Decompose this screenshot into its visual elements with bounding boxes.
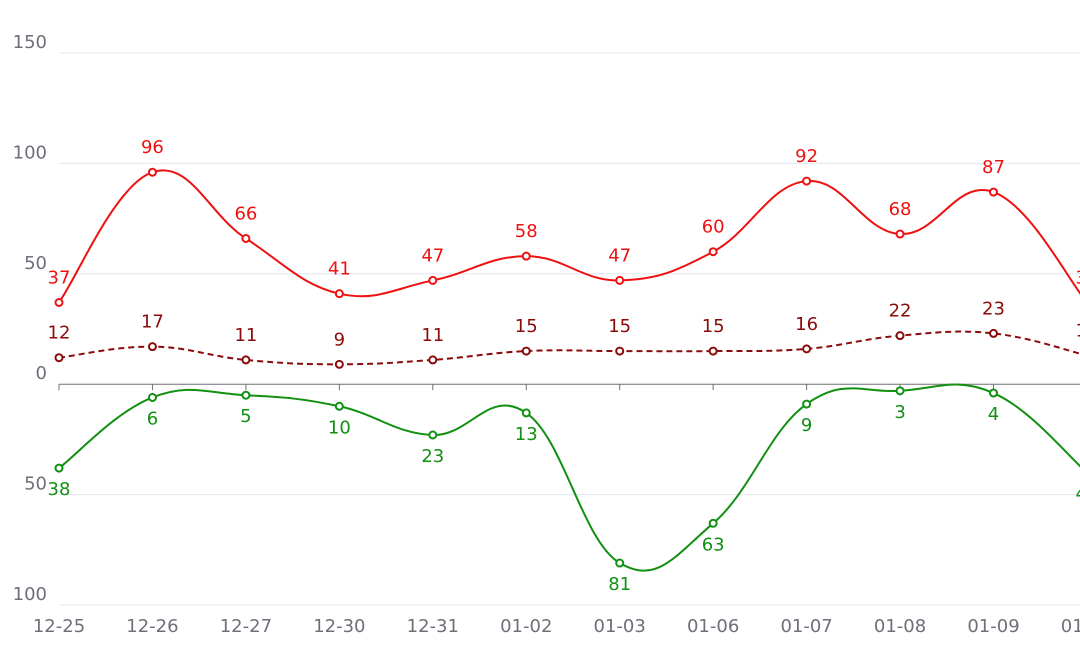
data-label: 60 <box>702 217 725 238</box>
data-point <box>54 353 64 363</box>
data-point <box>334 289 344 299</box>
data-point <box>521 346 531 356</box>
series-line <box>58 169 1080 304</box>
data-point <box>802 399 812 409</box>
data-point <box>147 342 157 352</box>
data-label: 47 <box>608 245 631 266</box>
data-point <box>708 346 718 356</box>
data-label: 58 <box>515 221 538 242</box>
data-point <box>895 386 905 396</box>
data-point <box>708 247 718 257</box>
data-point <box>521 408 531 418</box>
x-tick-label: 12-31 <box>407 616 459 637</box>
series-line <box>58 330 1080 366</box>
data-label: 47 <box>421 245 444 266</box>
data-point <box>428 355 438 365</box>
data-point <box>895 229 905 239</box>
x-tick-label: 01-07 <box>780 616 832 637</box>
data-label: 37 <box>48 268 71 289</box>
data-point <box>334 401 344 411</box>
data-label: 81 <box>608 574 631 595</box>
y-tick-label: 0 <box>36 363 47 384</box>
data-label: 5 <box>240 406 251 427</box>
data-label: 40 <box>1075 484 1080 505</box>
x-tick-label: 01-06 <box>687 616 739 637</box>
x-tick-label: 12-27 <box>220 616 272 637</box>
data-point <box>241 233 251 243</box>
x-tick-label: 01-02 <box>500 616 552 637</box>
data-label: 38 <box>48 479 71 500</box>
data-label: 16 <box>795 314 818 335</box>
data-point <box>802 344 812 354</box>
data-point <box>147 167 157 177</box>
data-point <box>895 331 905 341</box>
data-label: 13 <box>1075 320 1080 341</box>
data-label: 12 <box>48 323 71 344</box>
data-point <box>521 251 531 261</box>
data-label: 9 <box>334 329 345 350</box>
data-point <box>147 392 157 402</box>
data-point <box>334 359 344 369</box>
y-tick-label: 50 <box>24 474 47 495</box>
data-label: 15 <box>608 316 631 337</box>
data-point <box>615 275 625 285</box>
x-tick-label: 12-25 <box>33 616 85 637</box>
data-point <box>989 388 998 398</box>
data-label: 13 <box>515 424 538 445</box>
data-label: 10 <box>328 417 351 438</box>
series-line <box>58 383 1080 572</box>
x-tick-label: 01-08 <box>874 616 926 637</box>
data-label: 23 <box>982 298 1005 319</box>
data-label: 68 <box>889 199 912 220</box>
data-point <box>989 328 998 338</box>
x-tick-label: 12-26 <box>126 616 178 637</box>
data-label: 15 <box>702 316 725 337</box>
x-tick-label: 01-03 <box>594 616 646 637</box>
y-tick-label: 150 <box>13 32 47 53</box>
data-point <box>428 275 438 285</box>
data-point <box>54 463 64 473</box>
data-label: 23 <box>421 446 444 467</box>
data-point <box>802 176 812 186</box>
data-point <box>989 187 998 197</box>
data-label: 96 <box>141 137 164 158</box>
data-label: 92 <box>795 146 818 167</box>
data-label: 15 <box>515 316 538 337</box>
y-tick-label: 100 <box>13 142 47 163</box>
data-label: 22 <box>889 301 912 322</box>
data-label: 11 <box>421 325 444 346</box>
data-label: 9 <box>801 415 812 436</box>
data-point <box>615 346 625 356</box>
data-label: 41 <box>328 259 351 280</box>
data-label: 4 <box>988 404 999 425</box>
data-point <box>708 518 718 528</box>
data-point <box>54 298 64 308</box>
data-point <box>241 390 251 400</box>
data-point <box>428 430 438 440</box>
x-tick-label: 01-09 <box>967 616 1019 637</box>
x-tick-label: 12-30 <box>313 616 365 637</box>
data-label: 3 <box>894 402 905 423</box>
data-label: 66 <box>234 203 257 224</box>
y-tick-label: 100 <box>13 584 47 605</box>
x-tick-label: 01-10 <box>1061 616 1080 637</box>
data-label: 87 <box>982 157 1005 178</box>
data-label: 37 <box>1075 268 1080 289</box>
data-label: 63 <box>702 534 725 555</box>
data-label: 11 <box>234 325 257 346</box>
data-point <box>241 355 251 365</box>
y-tick-label: 50 <box>24 253 47 274</box>
data-point <box>615 558 625 568</box>
data-label: 6 <box>147 408 158 429</box>
data-label: 17 <box>141 312 164 333</box>
